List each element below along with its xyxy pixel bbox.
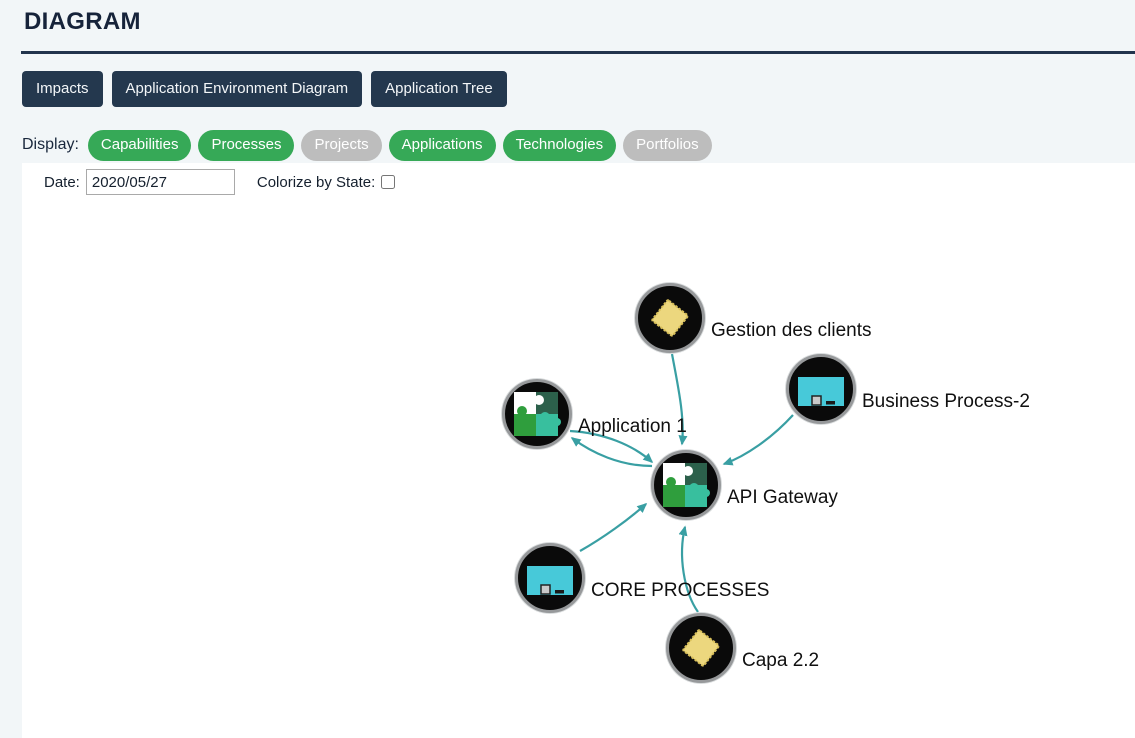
display-filter-row: Display: Capabilities Processes Projects… (22, 130, 712, 161)
application-tree-button[interactable]: Application Tree (371, 71, 507, 107)
colorize-by-state-checkbox[interactable] (381, 175, 396, 189)
toolbar: Impacts Application Environment Diagram … (22, 71, 507, 107)
date-input[interactable] (85, 169, 235, 195)
pill-applications[interactable]: Applications (388, 130, 496, 161)
application-icon[interactable] (502, 379, 572, 449)
title-divider (21, 51, 1135, 54)
pill-capabilities[interactable]: Capabilities (87, 130, 192, 161)
application-environment-diagram-button[interactable]: Application Environment Diagram (111, 71, 363, 107)
capability-icon[interactable] (635, 283, 705, 353)
capability-icon[interactable] (666, 613, 736, 683)
pill-technologies[interactable]: Technologies (502, 130, 617, 161)
page-title: DIAGRAM (24, 8, 141, 35)
node-application-1[interactable]: Application 1 (502, 379, 687, 449)
node-api-gateway[interactable]: API Gateway (651, 450, 838, 520)
process-icon[interactable] (515, 543, 585, 613)
pill-processes[interactable]: Processes (198, 130, 295, 161)
node-label: CORE PROCESSES (591, 580, 770, 601)
node-gestion-des-clients[interactable]: Gestion des clients (635, 283, 872, 353)
node-capa-2-2[interactable]: Capa 2.2 (666, 613, 819, 683)
colorize-by-state-label: Colorize by State: (256, 173, 376, 191)
date-row: Date: Colorize by State: (44, 169, 396, 195)
process-icon[interactable] (786, 354, 856, 424)
date-label: Date: (44, 173, 80, 191)
node-label: Gestion des clients (711, 320, 872, 341)
node-label: Business Process-2 (862, 391, 1030, 412)
content-panel: Date: Colorize by State: (22, 163, 1135, 738)
pill-projects[interactable]: Projects (301, 130, 382, 161)
display-label: Display: (22, 136, 79, 154)
impacts-button[interactable]: Impacts (22, 71, 103, 107)
application-icon[interactable] (651, 450, 721, 520)
node-label: API Gateway (727, 487, 838, 508)
node-business-process-2[interactable]: Business Process-2 (786, 354, 1030, 424)
pill-portfolios[interactable]: Portfolios (623, 130, 712, 161)
node-label: Application 1 (578, 416, 687, 437)
node-core-processes[interactable]: CORE PROCESSES (515, 543, 769, 613)
node-label: Capa 2.2 (742, 650, 820, 671)
